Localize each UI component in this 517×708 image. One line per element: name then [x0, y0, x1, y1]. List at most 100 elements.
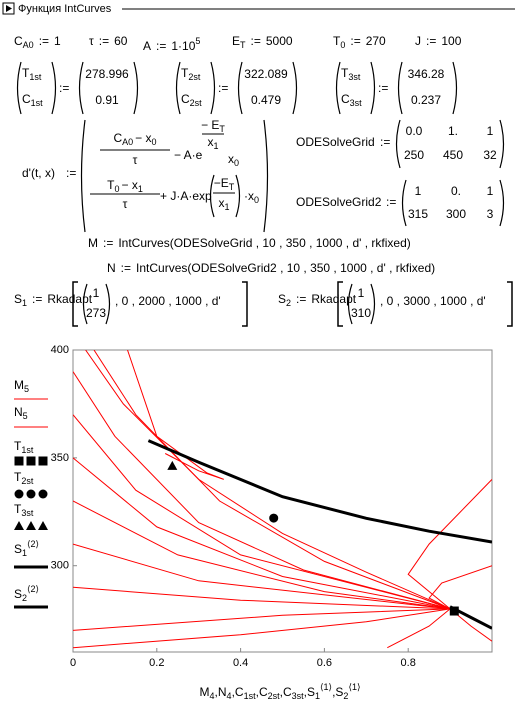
toggle-arrow: [6, 5, 12, 12]
symbol: C: [181, 92, 190, 106]
symbol: S: [14, 587, 23, 601]
marker-triangle: [26, 521, 36, 530]
subscript: 1: [315, 691, 321, 701]
symbol: N: [14, 405, 23, 419]
assign-op: :=: [378, 81, 389, 95]
subscript: 0: [114, 184, 120, 194]
symbol: C: [282, 685, 292, 699]
x-tick-label: 0.8: [401, 657, 416, 669]
subscript: 1: [22, 548, 28, 558]
legend-label: T2st: [14, 470, 33, 488]
symbol: S: [335, 685, 344, 699]
legend-label: T3st: [14, 502, 33, 520]
subscript: 1: [224, 202, 230, 212]
subscript: T: [240, 40, 246, 50]
value: 1: [486, 184, 494, 198]
value: 1: [92, 286, 100, 300]
value: 315: [407, 207, 429, 221]
symbol: x: [207, 135, 214, 149]
variable: M: [88, 236, 98, 250]
subscript: 2st: [188, 72, 201, 82]
bracket: [242, 281, 248, 327]
init-value: 1: [93, 286, 100, 300]
subscript: 3st: [291, 691, 304, 701]
denominator: τ: [133, 153, 138, 167]
symbol: T: [181, 66, 189, 80]
value: 1.: [447, 124, 459, 138]
solution-curve: [449, 605, 492, 630]
paren: [370, 283, 376, 325]
subscript: 3st: [348, 72, 361, 82]
vector-name: T2st: [181, 66, 200, 84]
subscript: 1st: [243, 691, 256, 701]
value: 1: [54, 34, 61, 48]
value: 450: [442, 148, 464, 162]
symbol: C: [234, 685, 244, 699]
expression: IntCurves(ODESolveGrid , 10 , 350 , 1000…: [118, 236, 411, 250]
marker-square: [38, 456, 48, 466]
paren: [175, 61, 181, 115]
symbol: C: [14, 34, 23, 48]
matrix-cell: 0.: [451, 184, 461, 198]
expression: IntCurves(ODESolveGrid2 , 10 , 350 , 100…: [136, 261, 436, 275]
symbol: T: [333, 34, 341, 48]
symbol: − x: [135, 131, 152, 145]
function-name: Rkadapt: [47, 292, 93, 306]
arguments: , 0 , 2000 , 1000 , d': [115, 294, 221, 308]
separator: ,: [231, 685, 235, 699]
init-value: 1: [358, 286, 365, 300]
symbol: A: [143, 39, 152, 53]
rkadapt-call: S1:= Rkadapt: [14, 292, 92, 310]
assign-op: :=: [218, 81, 229, 95]
marker-triangle: [14, 521, 24, 530]
value: 270: [365, 34, 386, 48]
subscript: 2st: [21, 476, 34, 486]
assign-op: :=: [350, 34, 361, 48]
solution-curve: [147, 439, 492, 544]
matrix-cell: 32: [483, 148, 496, 162]
separator: ,: [214, 685, 218, 699]
trajectory: [85, 350, 451, 610]
matrix-cell: 300: [446, 207, 466, 221]
paren: [51, 61, 57, 115]
value: 32: [483, 148, 497, 162]
separator: ,: [332, 685, 336, 699]
assign-op: :=: [38, 34, 50, 48]
vector-name: C3st: [341, 92, 362, 110]
trajectory: [428, 565, 492, 610]
trajectory: [73, 586, 451, 610]
subscript: 2st: [267, 691, 280, 701]
separator: ,: [279, 685, 283, 699]
x-axis-label: M4,N4,C1st,C2st,C3st,S1⟨1⟩,S2⟨1⟩: [200, 680, 361, 703]
subscript: 1: [137, 184, 143, 194]
parameter: J:= 100: [415, 34, 461, 48]
value: 0.91: [95, 93, 119, 107]
assign-op: :=: [98, 34, 110, 48]
subscript: 2: [22, 593, 28, 603]
parameter: CA0:= 1: [14, 34, 61, 52]
symbol: C: [258, 685, 268, 699]
value: 1: [414, 184, 422, 198]
variable: N: [107, 261, 116, 275]
value: 3: [486, 207, 494, 221]
symbol: T: [22, 66, 30, 80]
symbol: τ: [122, 197, 128, 211]
init-value: 273: [86, 306, 106, 320]
symbol: x: [228, 152, 234, 166]
assign-op: :=: [59, 81, 70, 95]
arg-numerator: −ET: [214, 176, 235, 194]
symbol: −E: [213, 176, 229, 190]
arguments: , 0 , 3000 , 1000 , d': [380, 294, 486, 308]
assign-op: :=: [218, 81, 228, 95]
separator: ,: [255, 685, 259, 699]
parameter: ET:= 5000: [232, 34, 293, 52]
paren: [82, 283, 88, 325]
grid-name: ODESolveGrid: [296, 135, 375, 149]
y-tick-label: 300: [51, 560, 69, 572]
marker-circle: [38, 489, 48, 499]
superscript: ⟨1⟩: [348, 682, 361, 692]
symbol: T: [107, 178, 115, 192]
subscript: 0: [254, 195, 260, 205]
numerator: CA0− x0: [113, 131, 156, 149]
